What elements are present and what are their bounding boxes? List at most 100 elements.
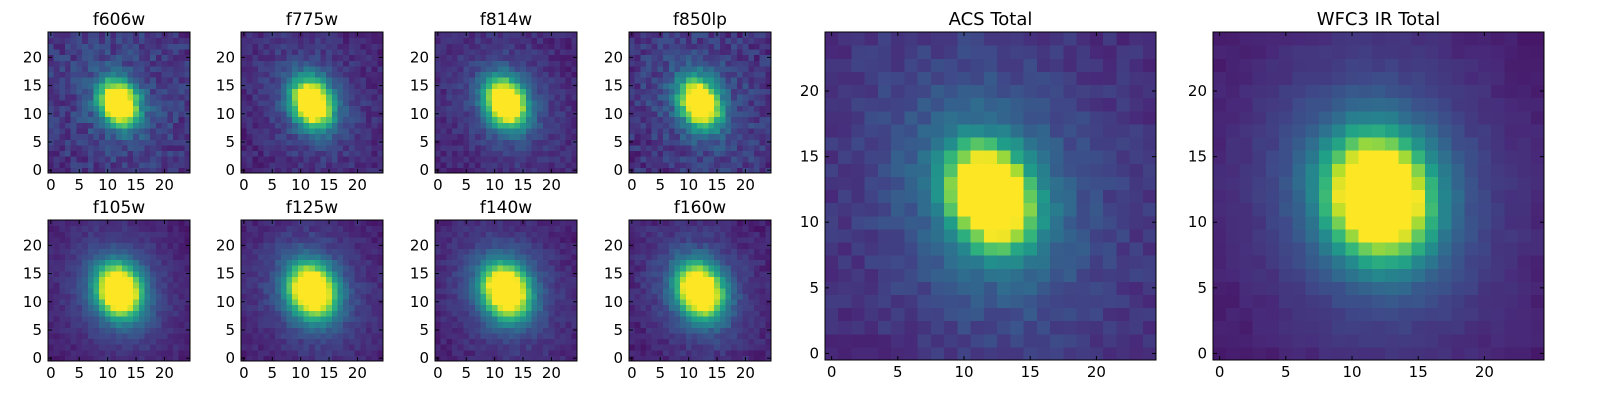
heatmap-cell <box>144 65 151 73</box>
heatmap-cell <box>360 225 367 232</box>
heatmap-cell <box>463 344 470 351</box>
heatmap-cell <box>331 220 339 227</box>
heatmap-cell <box>93 304 100 311</box>
heatmap-cell <box>246 231 253 238</box>
heatmap-cell <box>48 304 55 311</box>
heatmap-cell <box>469 231 476 238</box>
heatmap-cell <box>155 242 163 249</box>
heatmap-cell <box>559 259 567 266</box>
heatmap-cell <box>76 77 83 84</box>
heatmap-cell <box>76 327 83 334</box>
heatmap-cell <box>508 167 516 174</box>
heatmap-cell <box>725 105 732 112</box>
heatmap-cell <box>337 71 344 78</box>
heatmap-cell <box>150 37 157 44</box>
heatmap-cell <box>736 338 744 345</box>
heatmap-cell <box>104 127 112 135</box>
heatmap-cell <box>748 60 755 67</box>
heatmap-cell <box>708 321 715 328</box>
heatmap-cell <box>314 161 322 168</box>
heatmap-cell <box>469 321 476 328</box>
y-tick-label: 0 <box>419 349 429 367</box>
heatmap-cell <box>150 122 157 129</box>
heatmap-cell <box>491 248 499 255</box>
heatmap-cell <box>138 304 146 311</box>
heatmap-cell <box>486 259 493 266</box>
heatmap-cell <box>331 77 339 84</box>
heatmap-cell <box>93 293 100 300</box>
heatmap-cell <box>167 310 174 317</box>
heatmap-cell <box>497 99 504 106</box>
heatmap-cell <box>184 94 191 101</box>
heatmap-cell <box>178 338 185 345</box>
heatmap-cell <box>480 220 487 227</box>
heatmap-cell <box>167 150 174 157</box>
heatmap-cell <box>657 344 664 351</box>
heatmap-cell <box>759 327 766 334</box>
heatmap-cell <box>331 231 339 238</box>
heatmap-cell <box>82 99 89 106</box>
heatmap-cell <box>82 71 89 78</box>
heatmap-cell <box>297 94 305 101</box>
heatmap-cell <box>503 150 510 157</box>
heatmap-cell <box>138 65 146 73</box>
heatmap-cell <box>116 304 123 311</box>
heatmap-cell <box>65 161 72 168</box>
heatmap-cell <box>542 327 550 334</box>
heatmap-cell <box>702 161 710 168</box>
y-tick-label: 10 <box>23 293 42 311</box>
heatmap-cell <box>303 32 310 39</box>
heatmap-cell <box>184 315 191 323</box>
heatmap-cell <box>303 265 310 272</box>
heatmap-cell <box>508 99 516 106</box>
heatmap-cell <box>629 304 636 311</box>
heatmap-cell <box>65 71 72 78</box>
heatmap-cell <box>446 293 453 300</box>
heatmap-cell <box>365 220 373 227</box>
heatmap-cell <box>463 105 470 112</box>
heatmap-cells <box>48 220 191 362</box>
heatmap-cell <box>559 276 567 283</box>
heatmap-cell <box>48 122 55 129</box>
heatmap-cell <box>53 144 60 152</box>
heatmap-cell <box>668 110 676 118</box>
heatmap-cell <box>480 116 487 123</box>
heatmap-cell <box>748 82 755 89</box>
heatmap-cell <box>469 127 476 135</box>
heatmap-cell <box>167 282 174 289</box>
heatmap-cell <box>331 242 339 249</box>
heatmap-cell <box>354 65 361 73</box>
heatmap-cell <box>731 344 738 351</box>
heatmap-cell <box>178 282 185 289</box>
heatmap-cell <box>559 139 567 146</box>
heatmap-cell <box>155 122 163 129</box>
heatmap-cell <box>503 282 510 289</box>
heatmap-cell <box>480 310 487 317</box>
heatmap-cell <box>497 144 504 152</box>
panel-title: f606w <box>93 10 145 30</box>
heatmap-cell <box>731 315 738 323</box>
heatmap-cell <box>161 99 168 106</box>
heatmap-cell <box>252 220 259 227</box>
heatmap-cell <box>474 304 482 311</box>
heatmap-cell <box>76 122 83 129</box>
heatmap-cell <box>348 248 356 255</box>
heatmap-cell <box>491 43 499 50</box>
heatmap-cell <box>121 355 129 362</box>
heatmap-cell <box>252 139 259 146</box>
heatmap-cell <box>457 355 464 362</box>
heatmap-cell <box>76 265 83 272</box>
heatmap-cell <box>53 127 60 135</box>
heatmap-cell <box>571 293 578 300</box>
heatmap-cell <box>514 220 521 227</box>
heatmap-cell <box>371 77 378 84</box>
heatmap-cell <box>110 321 117 328</box>
heatmap-cell <box>697 167 704 174</box>
heatmap-cell <box>320 220 327 227</box>
heatmap-cell <box>53 60 60 67</box>
heatmap-cell <box>440 259 447 266</box>
heatmap-cell <box>537 144 544 152</box>
heatmap-cell <box>269 253 276 261</box>
heatmap-cell <box>59 60 66 67</box>
heatmap-cell <box>668 338 676 345</box>
